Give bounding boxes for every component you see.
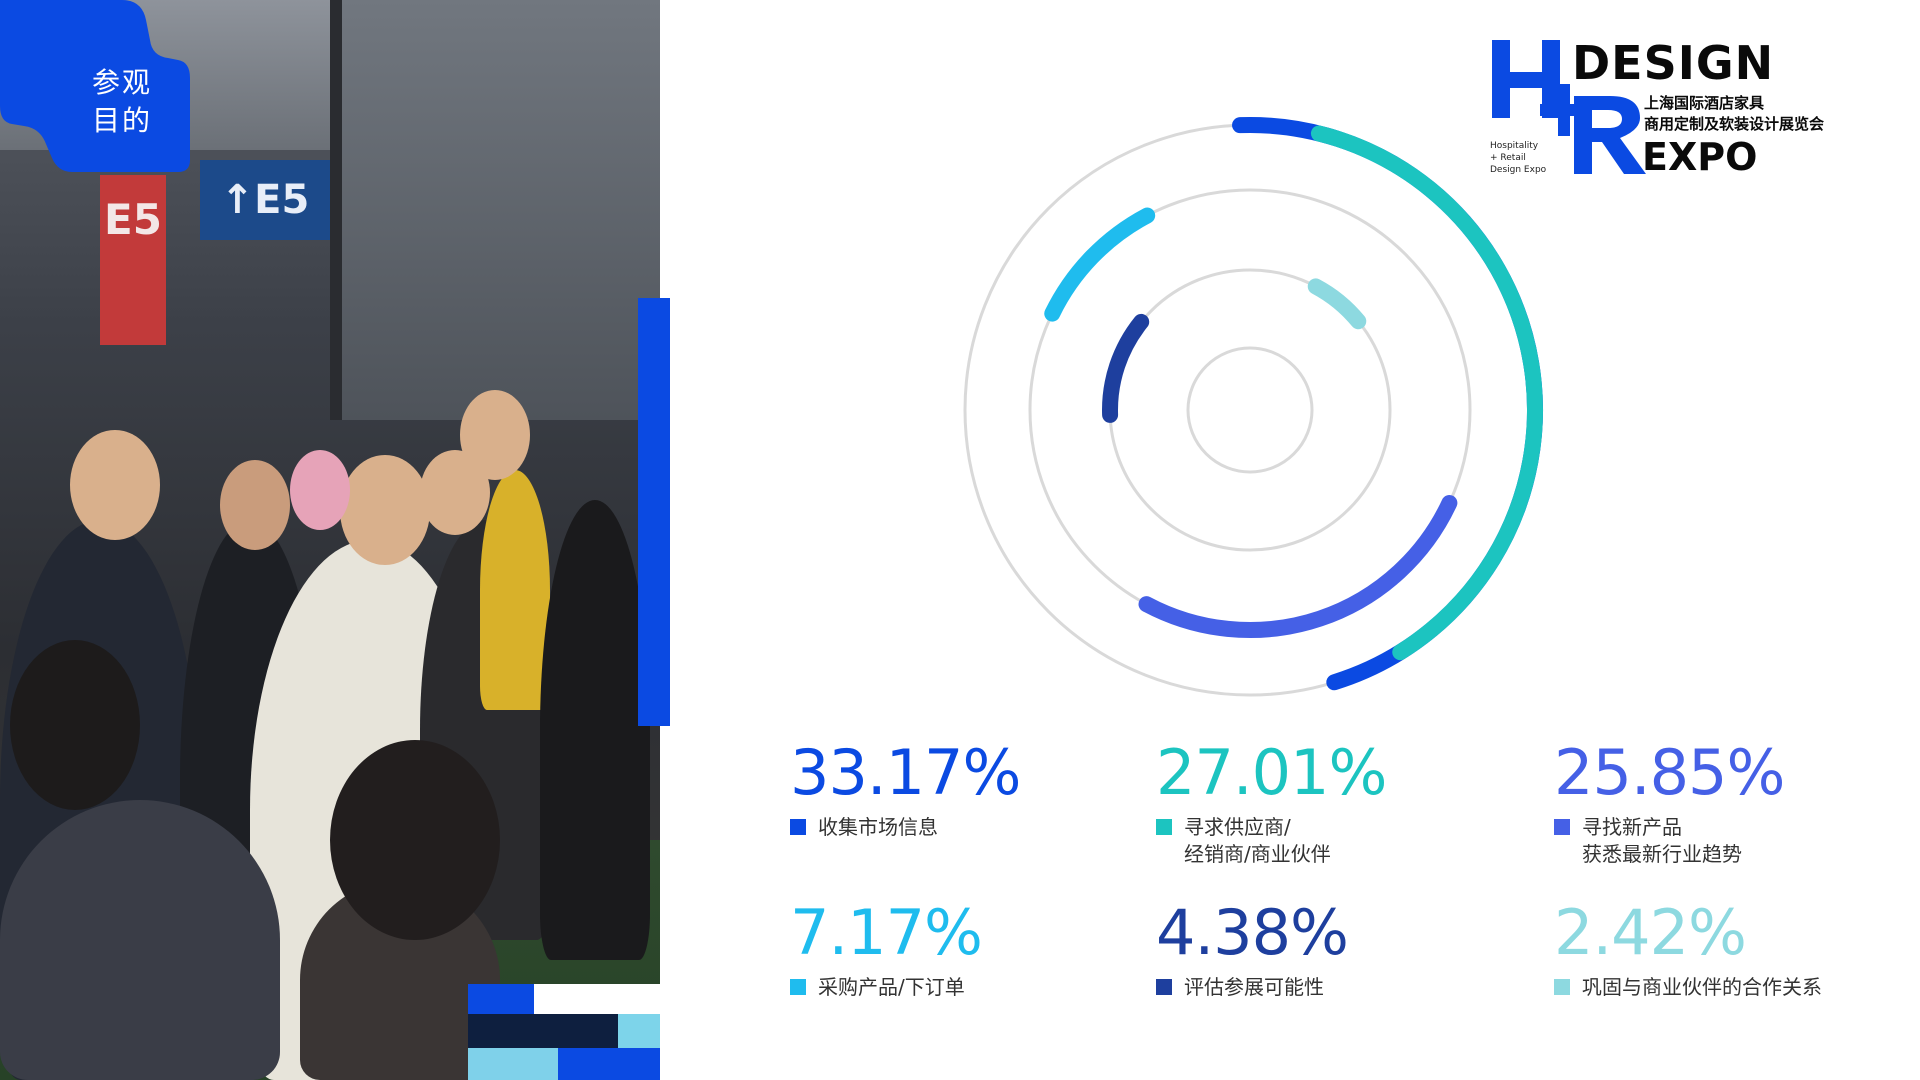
stat-value: 25.85% [1554, 736, 1785, 809]
ring-track-inner [1186, 346, 1314, 474]
accent-strip [638, 298, 670, 726]
stat-label-line: 寻求供应商/ [1184, 815, 1291, 839]
stat-value: 7.17% [790, 896, 983, 969]
stat-label-lines: 巩固与商业伙伴的合作关系 [1582, 974, 1822, 1001]
crowd-figure [0, 800, 280, 1080]
corner-block [618, 1014, 660, 1048]
crowd-head [70, 430, 160, 540]
stat-label-lines: 采购产品/下订单 [818, 974, 965, 1001]
stat-value: 27.01% [1156, 736, 1387, 809]
crowd-head [220, 460, 290, 550]
hall-sign-e5: E5 [100, 175, 166, 345]
corner-tag-line2: 目的 [92, 104, 153, 137]
stat-label-lines: 寻求供应商/ 经销商/商业伙伴 [1184, 814, 1331, 868]
stat-value: 33.17% [790, 736, 1021, 809]
crowd-head [420, 450, 490, 535]
legend-swatch [1156, 819, 1172, 835]
logo-english-tagline: Hospitality + Retail Design Expo [1490, 140, 1580, 176]
logo-english-line2: + Retail [1490, 153, 1526, 163]
stat-label-line: 获悉最新行业趋势 [1582, 842, 1742, 866]
ring-arc-6 [1307, 278, 1367, 330]
corner-tag-shape [0, 0, 190, 172]
stat-label-line: 收集市场信息 [818, 815, 938, 839]
stat-label: 评估参展可能性 [1156, 974, 1516, 1001]
stat-label-lines: 寻找新产品 获悉最新行业趋势 [1582, 814, 1742, 868]
legend-swatch [1554, 979, 1570, 995]
exhibition-crowd-photo: E5 ↑E5 [0, 0, 660, 1080]
stat-label-lines: 评估参展可能性 [1184, 974, 1324, 1001]
legend-swatch [790, 979, 806, 995]
corner-block [468, 1014, 618, 1048]
stat-label: 寻求供应商/ 经销商/商业伙伴 [1156, 814, 1516, 868]
concentric-ring-chart [963, 117, 1544, 697]
stat-item: 27.01% 寻求供应商/ 经销商/商业伙伴 [1156, 738, 1516, 868]
legend-swatch [1156, 979, 1172, 995]
logo-english-line1: Hospitality [1490, 141, 1539, 151]
legend-swatch [790, 819, 806, 835]
ring-arc-1 [1232, 117, 1544, 691]
stat-label: 采购产品/下订单 [790, 974, 1150, 1001]
stat-label-lines: 收集市场信息 [818, 814, 938, 841]
corner-tag-fill [0, 0, 190, 172]
stat-label: 寻找新产品 获悉最新行业趋势 [1554, 814, 1914, 868]
stat-value: 4.38% [1156, 896, 1349, 969]
stat-label: 巩固与商业伙伴的合作关系 [1554, 974, 1914, 1001]
corner-block [468, 1048, 558, 1080]
stat-label-line: 采购产品/下订单 [818, 975, 965, 999]
hr-monogram-r [1574, 96, 1646, 174]
logo-english-line3: Design Expo [1490, 165, 1547, 175]
stat-label-line: 寻找新产品 [1582, 815, 1682, 839]
stat-item: 2.42% 巩固与商业伙伴的合作关系 [1554, 898, 1914, 1001]
crowd-figure [540, 500, 650, 960]
legend-swatch [1554, 819, 1570, 835]
crowd-head [340, 455, 430, 565]
crowd-head [290, 450, 350, 530]
photo-glass-wall [330, 0, 660, 420]
corner-block [468, 984, 534, 1014]
corner-color-blocks [468, 984, 660, 1080]
crowd-head [330, 740, 500, 940]
logo-design-word: DESIGN [1572, 36, 1775, 90]
logo-expo-word: EXPO [1642, 135, 1758, 179]
crowd-figure [480, 470, 550, 710]
corner-block [534, 984, 660, 1014]
corner-block [558, 1048, 660, 1080]
stat-value: 2.42% [1554, 896, 1747, 969]
stat-item: 7.17% 采购产品/下订单 [790, 898, 1150, 1001]
ring-arc-2 [1310, 125, 1543, 661]
ring-arc-4 [1044, 207, 1156, 322]
stat-label-line: 经销商/商业伙伴 [1184, 842, 1331, 866]
corner-tag-label: 参观 目的 [92, 64, 182, 140]
stat-item: 33.17% 收集市场信息 [790, 738, 1150, 841]
logo-chinese-line1: 上海国际酒店家具 [1644, 94, 1765, 112]
stat-label: 收集市场信息 [790, 814, 1150, 841]
ring-arc-3 [1138, 494, 1458, 638]
hall-direction-sign: ↑E5 [200, 160, 330, 240]
hr-monogram-h-bar [1492, 72, 1560, 88]
stat-label-line: 巩固与商业伙伴的合作关系 [1582, 975, 1822, 999]
stat-label-line: 评估参展可能性 [1184, 975, 1324, 999]
hr-design-expo-logo: DESIGN 上海国际酒店家具 商用定制及软装设计展览会 EXPO Hospit… [1490, 38, 1870, 188]
crowd-head [10, 640, 140, 810]
corner-tag-line1: 参观 [92, 66, 153, 99]
ring-arc-5 [1102, 313, 1150, 423]
stat-item: 25.85% 寻找新产品 获悉最新行业趋势 [1554, 738, 1914, 868]
logo-chinese-line2: 商用定制及软装设计展览会 [1644, 115, 1825, 133]
hr-monogram-icon [1492, 40, 1646, 174]
stat-item: 4.38% 评估参展可能性 [1156, 898, 1516, 1001]
